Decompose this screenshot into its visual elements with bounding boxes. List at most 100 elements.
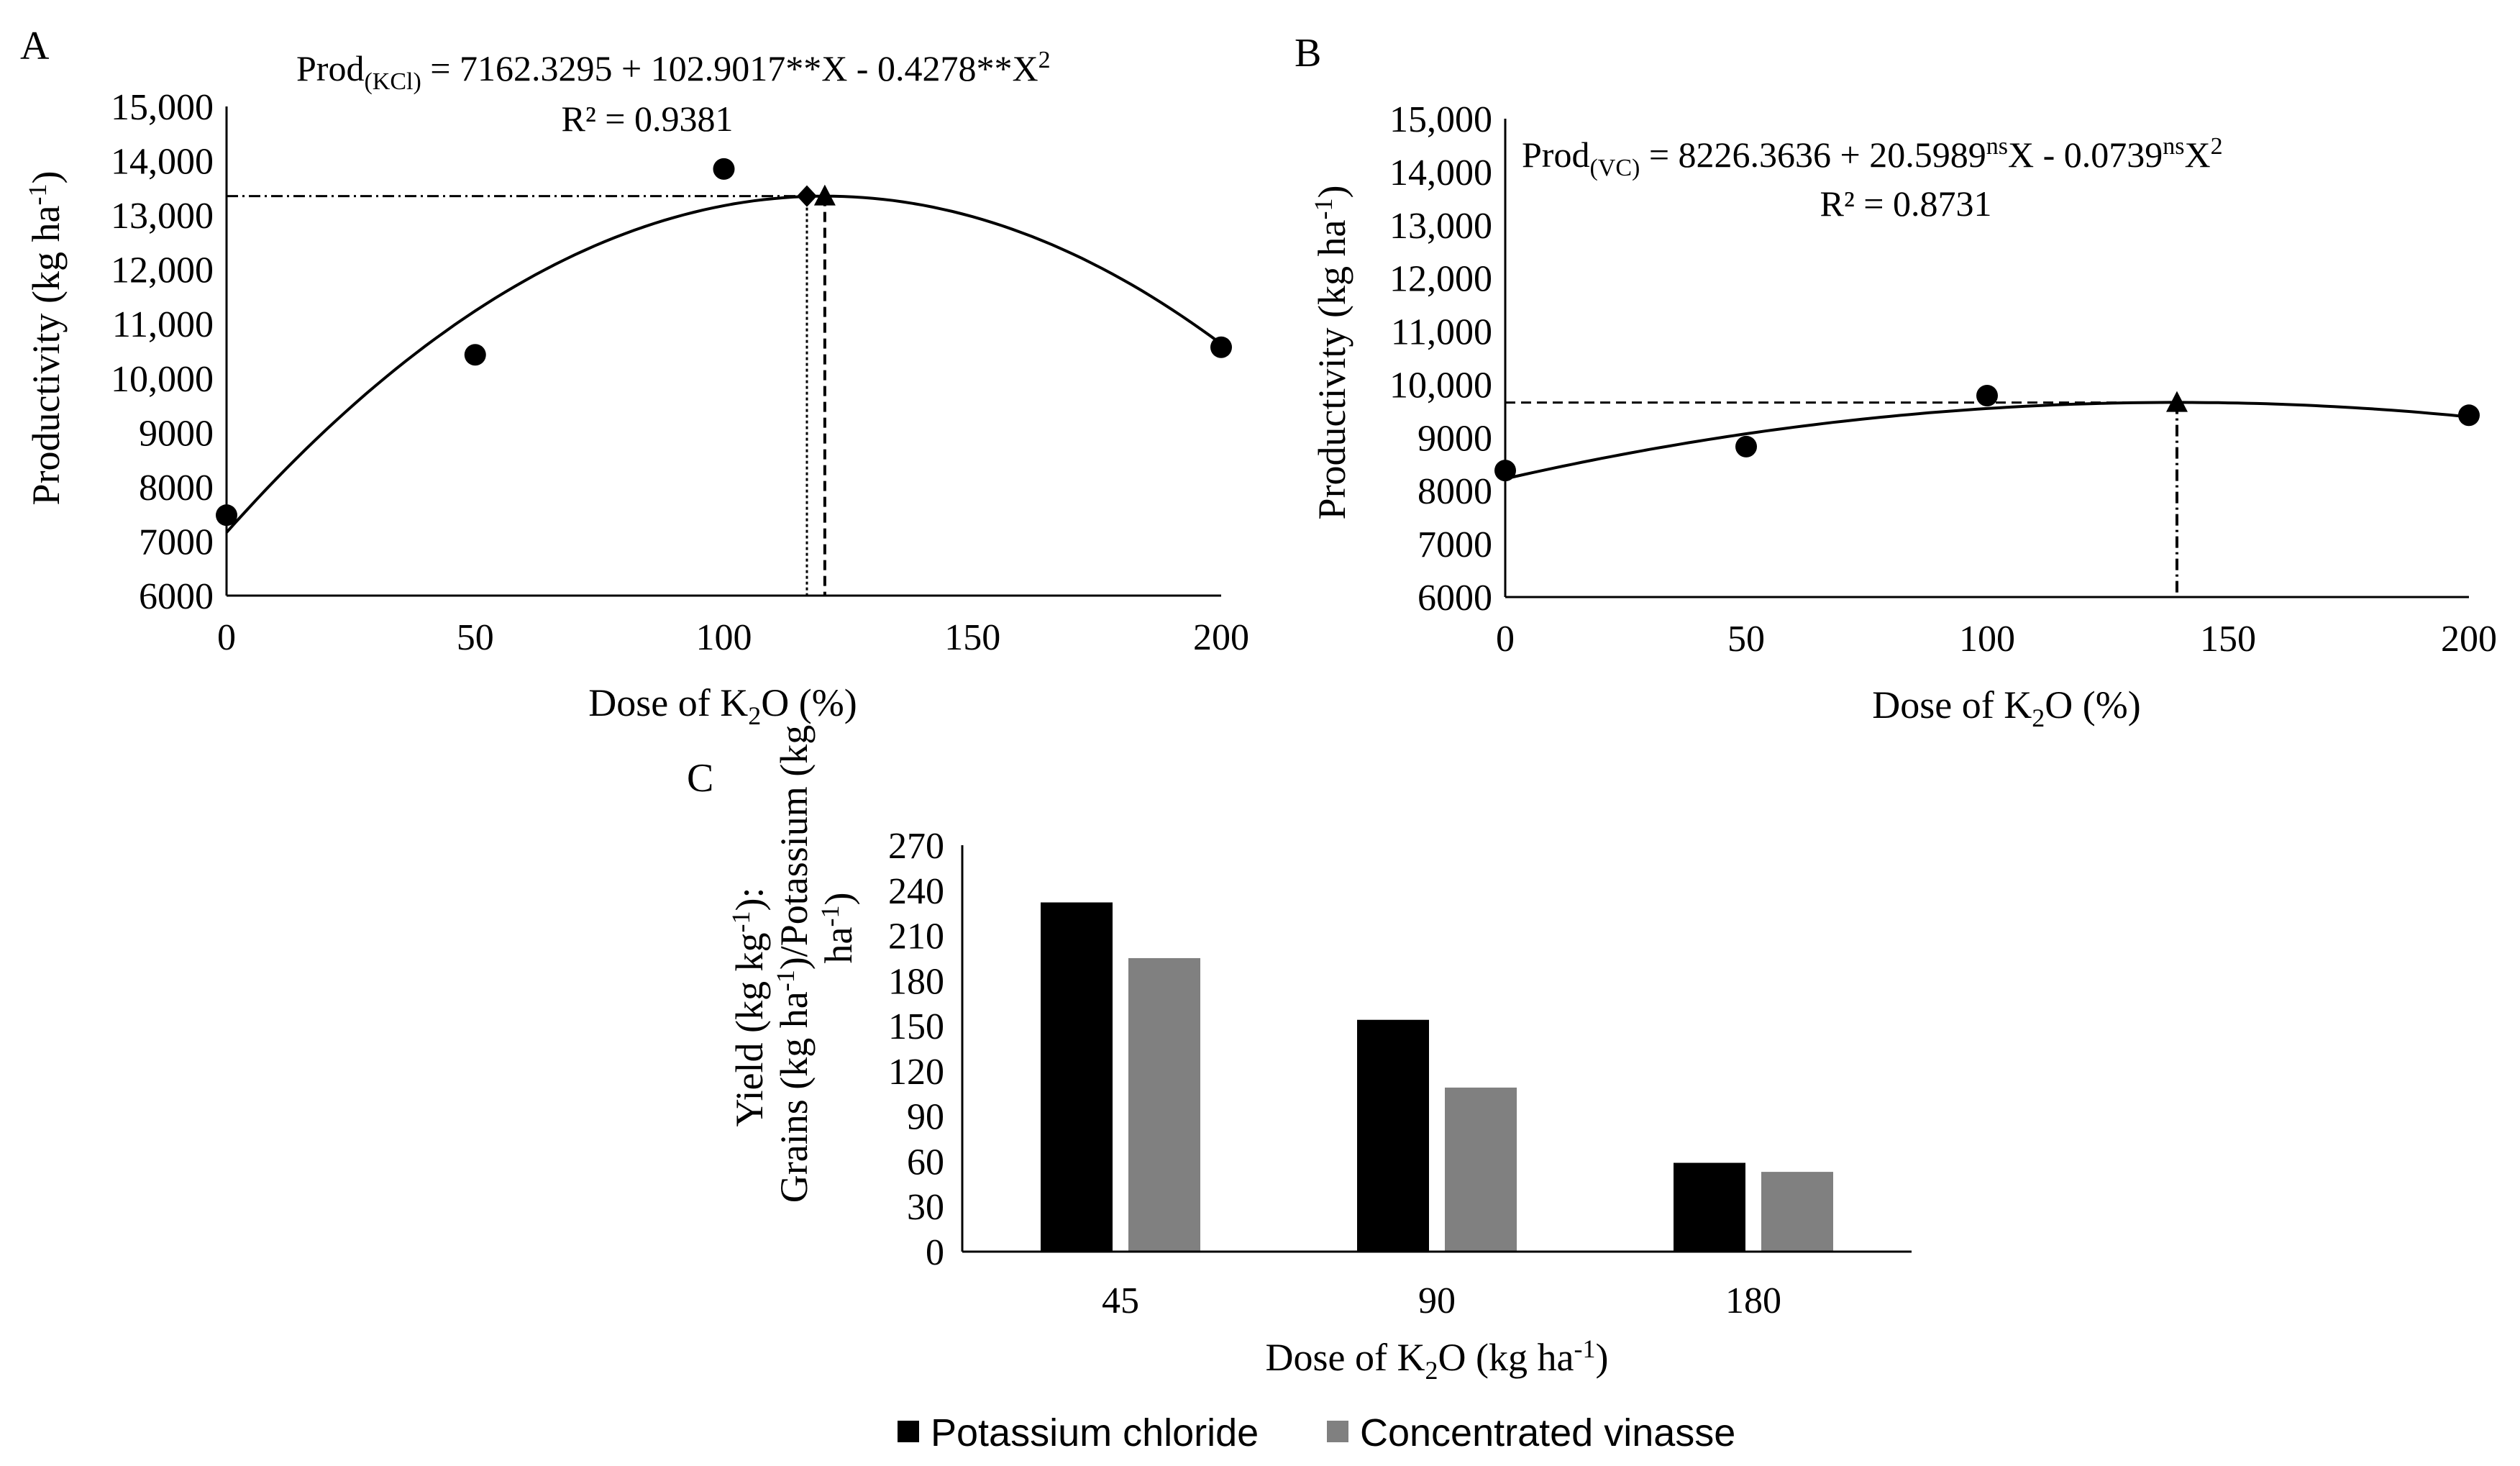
- chart-a-y-label-post: ): [24, 171, 68, 184]
- chart-c-y-label-line2-pre: Grains (kg ha: [772, 991, 816, 1203]
- a-y-tick-label: 7000: [139, 522, 214, 563]
- chart-c-x-ticks: 45 90 180: [1102, 1280, 1781, 1321]
- a-data-point: [464, 344, 486, 366]
- c-y-tick-label: 270: [888, 826, 944, 867]
- chart-a-fit-curve: [225, 194, 1223, 534]
- chart-a-x-ticks: 0 50 100 150 200: [217, 617, 1249, 658]
- chart-b-equation-lhs: Prod: [1522, 135, 1589, 175]
- b-x-tick-label: 50: [1727, 619, 1765, 660]
- chart-b-fit-curve: [1505, 401, 2470, 481]
- chart-c-y-label-line1-post: ):: [728, 888, 771, 911]
- b-max-triangle-marker: [2165, 391, 2188, 412]
- legend-swatch-concentrated-vinasse: [1327, 1421, 1348, 1442]
- chart-b-x-label-sub: 2: [2032, 704, 2045, 732]
- chart-a-y-label-sup: -1: [23, 184, 52, 206]
- chart-a-points: [216, 158, 1232, 527]
- b-x-tick-label: 200: [2441, 619, 2497, 660]
- b-x-tick-label: 0: [1496, 619, 1515, 660]
- a-x-tick-label: 0: [217, 617, 236, 658]
- chart-a-y-ticks: 6000 7000 8000 9000 10,000 11,000 12,000 13,000…: [111, 87, 214, 617]
- chart-c-x-label: Dose of K2O (kg ha-1): [1266, 1334, 1609, 1385]
- chart-b-equation-ns1: ns: [1986, 133, 2008, 160]
- chart-b-equation-x2: X: [2185, 135, 2211, 175]
- chart-b-y-label-sup: -1: [1309, 199, 1338, 220]
- c-bar-potassium-chloride: [1674, 1162, 1745, 1252]
- c-y-tick-label: 240: [888, 871, 944, 912]
- chart-b-equation: Prod(VC) = 8226.3636 + 20.5989nsX - 0.07…: [1522, 133, 2223, 181]
- chart-b-equation-sup: 2: [2211, 133, 2223, 160]
- b-y-tick-label: 10,000: [1389, 365, 1492, 406]
- chart-a: 6000 7000 8000 9000 10,000 11,000 12,000 13,000…: [23, 47, 1249, 730]
- c-y-tick-label: 60: [907, 1142, 944, 1183]
- chart-b-y-label-pre: Productivity (kg ha: [1310, 219, 1353, 519]
- chart-a-y-label: Productivity (kg ha-1): [23, 171, 68, 506]
- a-y-tick-label: 6000: [139, 576, 214, 617]
- chart-c-x-label-mid: O (kg ha: [1438, 1336, 1574, 1379]
- c-bar-concentrated-vinasse: [1445, 1087, 1517, 1252]
- c-bar-potassium-chloride: [1041, 902, 1113, 1252]
- c-bar-concentrated-vinasse: [1128, 957, 1200, 1252]
- chart-c-legend: Potassium chloride Concentrated vinasse: [898, 1411, 1735, 1454]
- b-data-point: [1494, 460, 1516, 482]
- c-y-tick-label: 120: [888, 1052, 944, 1093]
- chart-a-equation-mid: = 7162.3295 + 102.9017**X - 0.4278**X: [421, 48, 1038, 88]
- chart-c-y-label-line1: Yield (kg kg-1):: [726, 888, 771, 1127]
- chart-b-max-markers: [2165, 391, 2188, 412]
- a-y-tick-label: 9000: [139, 413, 214, 454]
- a-x-tick-label: 200: [1193, 617, 1249, 658]
- a-y-tick-label: 12,000: [111, 250, 214, 291]
- b-y-tick-label: 14,000: [1389, 152, 1492, 194]
- chart-a-equation-sup: 2: [1038, 47, 1051, 73]
- a-y-tick-label: 8000: [139, 468, 214, 509]
- chart-a-equation: Prod(KCl) = 7162.3295 + 102.9017**X - 0.…: [296, 47, 1051, 95]
- panel-label-c: C: [687, 756, 713, 801]
- chart-a-equation-lhs: Prod: [296, 48, 364, 88]
- a-y-tick-label: 15,000: [111, 87, 214, 128]
- b-y-tick-label: 6000: [1418, 578, 1492, 619]
- chart-b-x-label-post: O (%): [2045, 683, 2140, 727]
- chart-b-guides: [1505, 401, 2178, 597]
- b-y-tick-label: 9000: [1418, 418, 1492, 459]
- a-data-point: [216, 504, 237, 527]
- b-y-tick-label: 7000: [1418, 524, 1492, 565]
- a-max-diamond-marker: [796, 185, 817, 207]
- chart-c-y-label-line2-sup: -1: [771, 970, 800, 991]
- c-x-tick-label: 90: [1418, 1280, 1456, 1321]
- legend-swatch-potassium-chloride: [898, 1421, 919, 1442]
- chart-b-x-label-pre: Dose of K: [1872, 683, 2032, 727]
- chart-b-y-ticks: 6000 7000 8000 9000 10,000 11,000 12,000 13,000…: [1389, 99, 1492, 619]
- chart-b: 6000 7000 8000 9000 10,000 11,000 12,000 13,000…: [1309, 99, 2497, 732]
- chart-a-x-label-post: O (%): [761, 681, 857, 724]
- chart-c-y-label: Yield (kg kg-1): Grains (kg ha-1)/Potass…: [726, 725, 860, 1203]
- c-y-tick-label: 210: [888, 916, 944, 957]
- chart-a-max-markers: [796, 184, 836, 207]
- c-y-tick-label: 90: [907, 1097, 944, 1138]
- c-y-tick-label: 150: [888, 1006, 944, 1047]
- chart-c-x-label-pre: Dose of K: [1266, 1336, 1425, 1379]
- a-max-triangle-marker: [813, 184, 836, 206]
- c-y-tick-label: 0: [926, 1232, 944, 1273]
- b-data-point: [2458, 404, 2480, 427]
- chart-c-y-label-line3-sup: -1: [816, 906, 844, 927]
- a-y-tick-label: 11,000: [112, 304, 214, 345]
- b-y-tick-label: 12,000: [1389, 259, 1492, 300]
- c-y-tick-label: 180: [888, 961, 944, 1002]
- chart-c-bars: [1041, 902, 1833, 1252]
- b-y-tick-label: 13,000: [1389, 206, 1492, 247]
- chart-c-y-label-line3: ha-1): [816, 893, 860, 964]
- b-y-tick-label: 8000: [1418, 471, 1492, 512]
- b-x-tick-label: 150: [2200, 619, 2256, 660]
- b-x-tick-label: 100: [1959, 619, 2015, 660]
- chart-b-equation-mid2: X - 0.0739: [2008, 135, 2163, 175]
- c-x-tick-label: 180: [1725, 1280, 1781, 1321]
- chart-a-r2: R² = 0.9381: [561, 99, 733, 139]
- chart-c-y-label-line3-pre: ha: [817, 927, 860, 963]
- chart-c-x-label-sub: 2: [1425, 1356, 1438, 1385]
- legend-label-potassium-chloride: Potassium chloride: [931, 1411, 1259, 1454]
- chart-c-y-label-line2-post: )/Potassium (kg: [772, 725, 816, 970]
- chart-c-y-label-line3-post: ): [817, 893, 860, 906]
- b-y-tick-label: 15,000: [1389, 99, 1492, 140]
